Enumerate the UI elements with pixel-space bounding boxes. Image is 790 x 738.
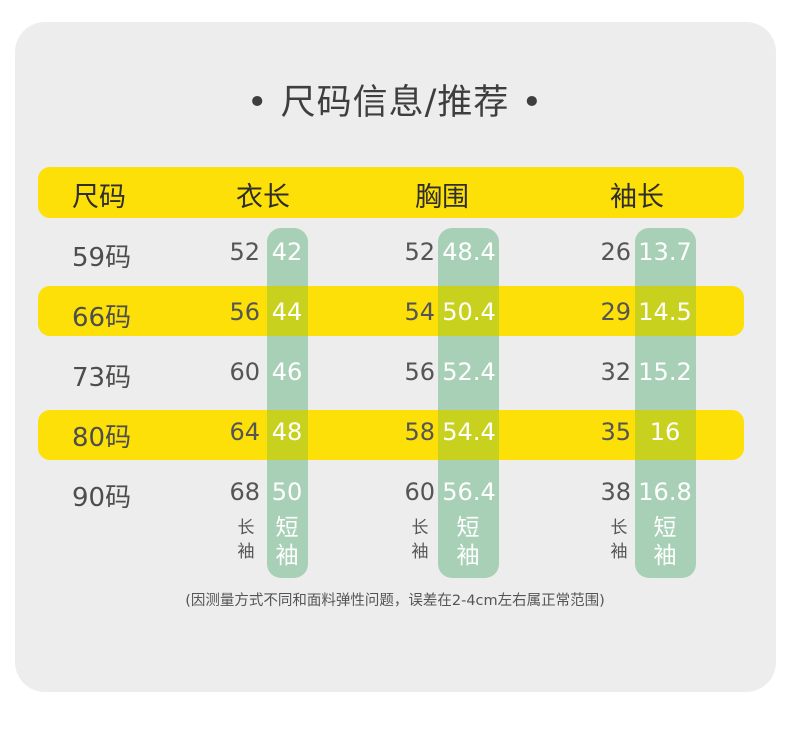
sleeve-long-cell: 32 [600, 358, 631, 386]
sleeve-short-cell: 13.7 [638, 238, 692, 266]
column-highlight-overlap [635, 410, 696, 460]
label-char: 袖 [275, 543, 299, 569]
chest-short-cell: 50.4 [442, 298, 496, 326]
sleeve-short-cell: 16.8 [638, 478, 692, 506]
measurement-note: (因测量方式不同和面料弹性问题，误差在2-4cm左右属正常范围) [185, 593, 605, 609]
label-char: 短 [456, 515, 480, 541]
sleeve-short-cell: 16 [649, 418, 681, 446]
chest-short-cell: 48.4 [442, 238, 496, 266]
length-long-label: 长 袖 [236, 516, 256, 564]
length-long-cell: 60 [229, 358, 260, 386]
column-highlight-overlap [267, 286, 308, 336]
sleeve-short-cell: 15.2 [638, 358, 692, 386]
header-bar [38, 167, 744, 218]
header-size: 尺码 [72, 182, 126, 213]
chest-short-cell: 56.4 [442, 478, 496, 506]
label-char: 长 [411, 518, 429, 538]
label-char: 长 [237, 518, 255, 538]
length-long-cell: 56 [229, 298, 260, 326]
length-short-cell: 50 [271, 478, 303, 506]
size-label: 66码 [72, 303, 132, 333]
length-short-cell: 42 [271, 238, 303, 266]
label-char: 袖 [237, 542, 255, 562]
chest-long-cell: 54 [404, 298, 435, 326]
length-short-label: 短 袖 [273, 514, 301, 570]
header-length: 衣长 [236, 182, 290, 213]
size-label: 90码 [72, 483, 132, 513]
column-highlight-overlap [438, 286, 499, 336]
label-char: 袖 [411, 542, 429, 562]
length-long-cell: 52 [229, 238, 260, 266]
column-highlight-overlap [267, 410, 308, 460]
header-chest: 胸围 [415, 182, 469, 213]
chest-long-cell: 60 [404, 478, 435, 506]
column-highlight-overlap [635, 286, 696, 336]
label-char: 短 [275, 515, 299, 541]
size-label: 59码 [72, 243, 132, 273]
chest-long-cell: 52 [404, 238, 435, 266]
sleeve-long-cell: 38 [600, 478, 631, 506]
column-highlight-overlap [438, 410, 499, 460]
page-title: • 尺码信息/推荐 • [246, 83, 544, 123]
chest-short-cell: 52.4 [442, 358, 496, 386]
length-long-cell: 64 [229, 418, 260, 446]
sleeve-long-cell: 29 [600, 298, 631, 326]
label-char: 袖 [610, 542, 628, 562]
sleeve-long-label: 长 袖 [609, 516, 629, 564]
label-char: 袖 [456, 543, 480, 569]
sleeve-short-label: 短 袖 [651, 514, 679, 570]
length-short-cell: 46 [271, 358, 303, 386]
chest-long-cell: 56 [404, 358, 435, 386]
chest-short-cell: 54.4 [442, 418, 496, 446]
length-short-cell: 48 [271, 418, 303, 446]
sleeve-long-cell: 26 [600, 238, 631, 266]
label-char: 袖 [653, 543, 677, 569]
length-long-cell: 68 [229, 478, 260, 506]
size-label: 73码 [72, 363, 132, 393]
length-short-cell: 44 [271, 298, 303, 326]
sleeve-short-cell: 14.5 [638, 298, 692, 326]
chest-long-label: 长 袖 [410, 516, 430, 564]
row-highlight-66 [38, 286, 744, 336]
row-highlight-80 [38, 410, 744, 460]
chest-short-label: 短 袖 [454, 514, 482, 570]
sleeve-long-cell: 35 [600, 418, 631, 446]
chest-long-cell: 58 [404, 418, 435, 446]
label-char: 长 [610, 518, 628, 538]
size-label: 80码 [72, 423, 132, 453]
header-sleeve: 袖长 [610, 182, 664, 213]
label-char: 短 [653, 515, 677, 541]
